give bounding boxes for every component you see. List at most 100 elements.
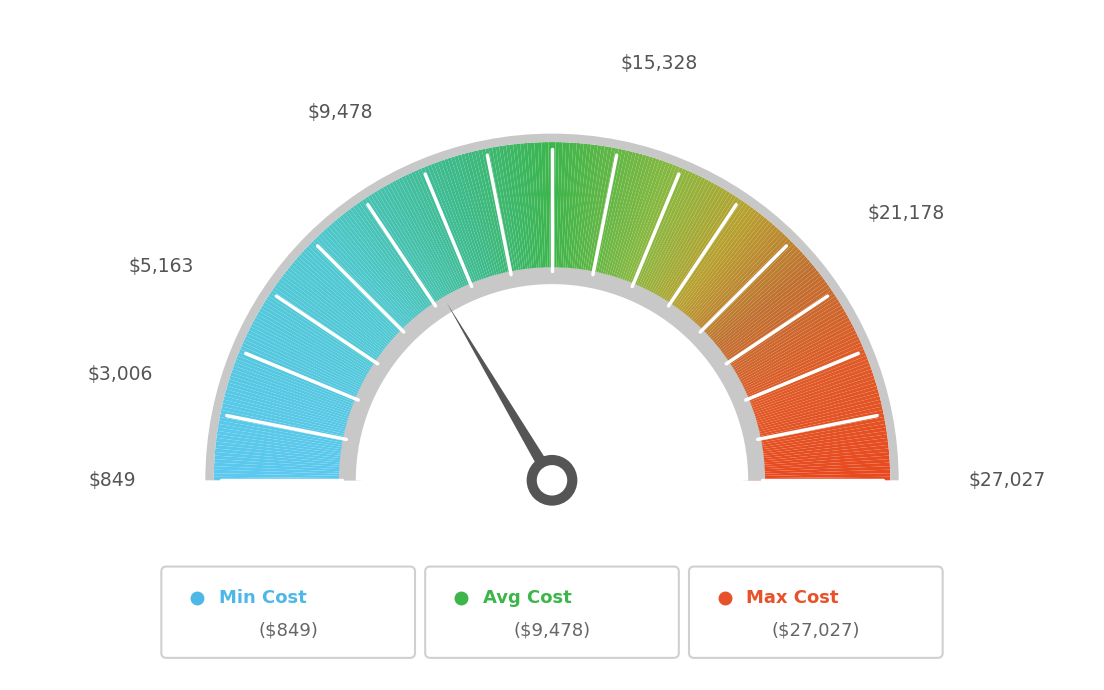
Wedge shape — [513, 144, 531, 286]
Wedge shape — [571, 144, 587, 285]
Wedge shape — [502, 145, 526, 286]
Wedge shape — [698, 254, 806, 351]
Wedge shape — [566, 143, 581, 285]
Wedge shape — [576, 145, 598, 286]
Wedge shape — [461, 154, 501, 291]
Wedge shape — [743, 400, 881, 435]
Wedge shape — [205, 134, 899, 480]
Wedge shape — [308, 244, 412, 344]
Wedge shape — [747, 459, 890, 470]
Wedge shape — [376, 189, 453, 313]
Wedge shape — [722, 311, 847, 384]
Wedge shape — [710, 279, 826, 365]
Wedge shape — [616, 161, 667, 296]
Text: ($849): ($849) — [258, 622, 318, 640]
Wedge shape — [368, 195, 447, 316]
Wedge shape — [746, 427, 887, 452]
Wedge shape — [744, 410, 883, 442]
Wedge shape — [660, 199, 742, 318]
Wedge shape — [268, 293, 389, 373]
Wedge shape — [215, 445, 357, 462]
Wedge shape — [608, 157, 654, 293]
Wedge shape — [517, 144, 533, 285]
Wedge shape — [683, 229, 781, 336]
Wedge shape — [468, 152, 506, 290]
Wedge shape — [496, 146, 521, 287]
Text: $849: $849 — [88, 471, 136, 490]
Wedge shape — [704, 268, 817, 358]
Wedge shape — [254, 317, 380, 388]
Wedge shape — [454, 155, 497, 293]
Wedge shape — [234, 362, 368, 414]
Wedge shape — [639, 177, 705, 306]
Wedge shape — [431, 164, 484, 297]
Wedge shape — [723, 314, 848, 386]
Wedge shape — [236, 356, 370, 410]
Wedge shape — [564, 143, 576, 285]
Wedge shape — [232, 369, 367, 417]
Wedge shape — [742, 393, 880, 431]
Wedge shape — [427, 164, 481, 298]
Wedge shape — [273, 287, 391, 370]
Wedge shape — [573, 144, 591, 286]
Wedge shape — [383, 186, 456, 310]
Wedge shape — [276, 282, 393, 366]
Wedge shape — [405, 175, 468, 304]
Text: Max Cost: Max Cost — [746, 589, 839, 607]
Wedge shape — [458, 155, 499, 292]
Wedge shape — [729, 333, 858, 397]
Wedge shape — [588, 148, 619, 288]
Wedge shape — [528, 143, 540, 285]
Wedge shape — [266, 296, 388, 375]
Wedge shape — [641, 179, 709, 306]
Wedge shape — [256, 314, 381, 386]
Wedge shape — [747, 442, 889, 460]
Wedge shape — [411, 171, 473, 302]
Wedge shape — [242, 343, 373, 402]
Wedge shape — [620, 164, 673, 297]
FancyBboxPatch shape — [161, 566, 415, 658]
Wedge shape — [219, 417, 359, 446]
Wedge shape — [440, 159, 489, 295]
Wedge shape — [743, 406, 883, 440]
Wedge shape — [648, 186, 721, 310]
Wedge shape — [666, 205, 751, 322]
Wedge shape — [574, 144, 594, 286]
Wedge shape — [235, 359, 369, 412]
Wedge shape — [424, 166, 480, 299]
Wedge shape — [225, 389, 363, 429]
Wedge shape — [650, 188, 724, 311]
Wedge shape — [731, 343, 862, 402]
Wedge shape — [713, 287, 831, 370]
Wedge shape — [569, 144, 584, 285]
Text: $21,178: $21,178 — [867, 204, 944, 224]
Wedge shape — [739, 376, 874, 422]
Wedge shape — [716, 296, 838, 375]
Wedge shape — [615, 159, 664, 295]
Wedge shape — [714, 290, 834, 372]
Wedge shape — [302, 249, 408, 348]
Wedge shape — [216, 435, 358, 455]
Wedge shape — [554, 142, 559, 284]
Wedge shape — [447, 157, 493, 294]
Wedge shape — [499, 146, 523, 286]
Wedge shape — [689, 239, 792, 342]
Wedge shape — [676, 217, 767, 329]
Wedge shape — [251, 324, 379, 391]
Wedge shape — [386, 184, 457, 309]
Wedge shape — [223, 396, 362, 433]
Wedge shape — [289, 265, 401, 357]
Wedge shape — [745, 424, 887, 450]
Wedge shape — [747, 455, 890, 468]
Text: $3,006: $3,006 — [87, 365, 153, 384]
Wedge shape — [214, 477, 355, 480]
Wedge shape — [328, 224, 424, 333]
Wedge shape — [718, 299, 839, 377]
Wedge shape — [364, 197, 445, 317]
Wedge shape — [601, 152, 639, 290]
Wedge shape — [677, 219, 771, 331]
Wedge shape — [732, 346, 863, 404]
FancyBboxPatch shape — [689, 566, 943, 658]
Wedge shape — [312, 239, 415, 342]
Wedge shape — [434, 162, 486, 297]
